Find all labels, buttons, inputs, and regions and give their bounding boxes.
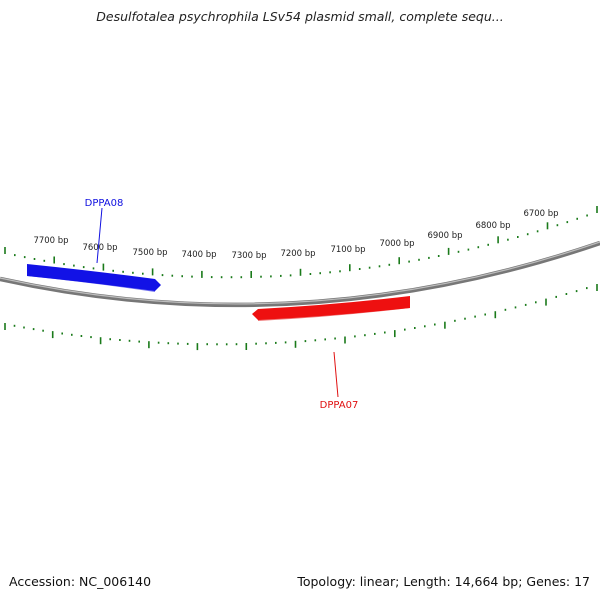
ruler-label: 7500 bp	[132, 248, 167, 258]
gene-dppa08-leader	[96, 207, 103, 264]
ruler-label: 7400 bp	[181, 250, 216, 260]
topology-summary: Topology: linear; Length: 14,664 bp; Gen…	[297, 574, 590, 589]
gene-dppa07-leader	[333, 351, 339, 398]
ruler-label: 7200 bp	[280, 249, 315, 259]
ruler-label: 7700 bp	[33, 236, 68, 246]
gene-dppa07-label: DPPA07	[320, 400, 359, 411]
ruler-label: 7300 bp	[231, 251, 266, 261]
gene-dppa07-arrow	[252, 296, 410, 320]
gene-dppa08[interactable]: DPPA08	[27, 198, 161, 292]
ruler-label: 6800 bp	[475, 221, 510, 231]
accession-text: Accession: NC_006140	[9, 574, 152, 589]
gene-dppa08-label: DPPA08	[85, 198, 124, 209]
backbone-arc-highlight	[0, 241, 600, 305]
outer-tick-ring	[4, 206, 598, 279]
ruler-label: 7600 bp	[82, 243, 117, 253]
map-title: Desulfotalea psychrophila LSv54 plasmid …	[96, 9, 504, 24]
ruler-label: 6900 bp	[427, 231, 462, 241]
gene-dppa08-arrow	[27, 264, 161, 291]
ruler-label: 7100 bp	[330, 245, 365, 255]
gene-dppa07[interactable]: DPPA07	[252, 296, 410, 411]
ruler-label: 7000 bp	[379, 239, 414, 249]
ruler-labels: 7700 bp 7600 bp 7500 bp 7400 bp 7300 bp 7200 …	[33, 209, 558, 261]
inner-tick-ring	[4, 284, 598, 351]
backbone-arc	[0, 240, 600, 308]
ruler-label: 6700 bp	[523, 209, 558, 219]
